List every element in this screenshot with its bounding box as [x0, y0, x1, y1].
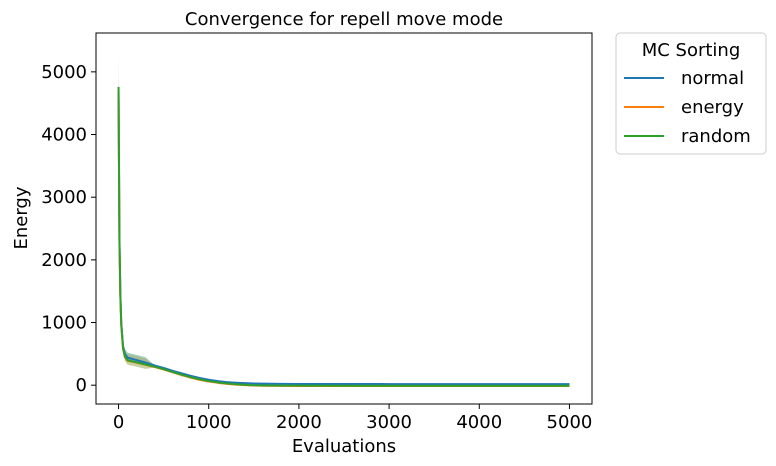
series-line-energy [117, 90, 570, 387]
x-tick-label: 5000 [547, 412, 593, 433]
y-tick-label: 4000 [41, 125, 87, 146]
x-tick-label: 2000 [276, 412, 322, 433]
legend-items: normal energy random [624, 68, 751, 147]
y-tick-label: 3000 [41, 187, 87, 208]
x-tick-label: 0 [113, 412, 124, 433]
y-tick-label: 2000 [41, 250, 87, 271]
legend-label-energy: energy [681, 97, 744, 118]
y-tick-label: 0 [76, 375, 87, 396]
series-band-energy [118, 61, 570, 387]
x-tick-label: 4000 [456, 412, 502, 433]
series-lines [117, 86, 570, 387]
x-axis-label: Evaluations [292, 436, 396, 457]
y-axis-label: Energy [11, 186, 32, 249]
y-tick-label: 5000 [41, 62, 87, 83]
chart-title: Convergence for repell move mode [185, 9, 503, 30]
y-tick-label: 1000 [41, 313, 87, 334]
legend-label-random: random [681, 126, 751, 147]
legend-title: MC Sorting [642, 40, 741, 61]
legend-label-normal: normal [681, 68, 744, 89]
plot-frame [95, 32, 593, 405]
legend-frame [615, 32, 767, 155]
x-tick-label: 1000 [186, 412, 232, 433]
series-band-random [118, 48, 570, 387]
x-tick-label: 3000 [366, 412, 412, 433]
series-band-normal [118, 64, 570, 385]
series-line-normal [117, 96, 570, 386]
series-line-random [117, 86, 570, 387]
x-axis: 0 1000 2000 3000 4000 5000 [113, 404, 593, 433]
y-axis: 0 1000 2000 3000 4000 5000 [41, 62, 96, 396]
legend: MC Sorting normal energy random [615, 32, 767, 155]
series-bands [118, 48, 570, 387]
